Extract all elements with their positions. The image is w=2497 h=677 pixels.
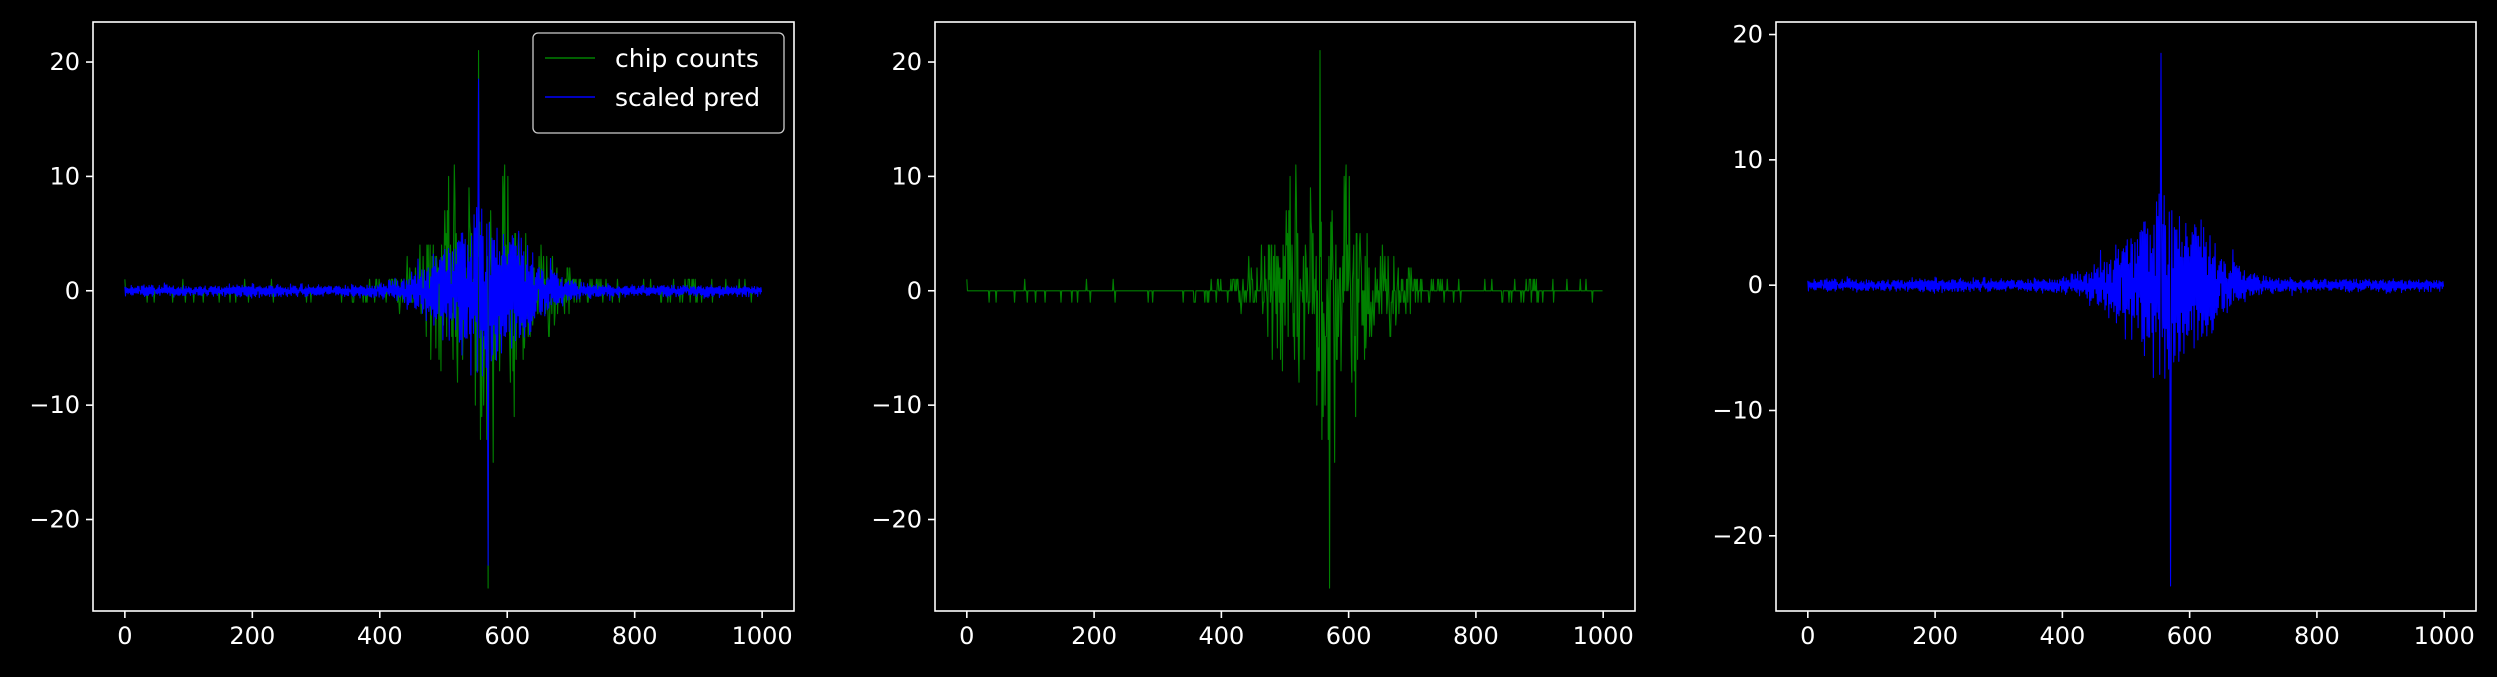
y-tick-label: 0 xyxy=(65,277,80,305)
y-tick-label: 20 xyxy=(891,48,922,76)
chart-panel-left: 0 200 400 600 800 1000 −20 −10 0 10 20 chip counts… xyxy=(29,21,795,650)
x-tick-label: 400 xyxy=(2039,622,2085,650)
tick-marks: 0 200 400 600 800 1000 −20 −10 0 10 20 xyxy=(871,48,1633,650)
series-layer xyxy=(966,50,1603,589)
y-tick-label: 10 xyxy=(891,162,922,190)
y-tick-label: 0 xyxy=(1748,271,1763,299)
y-tick-label: 20 xyxy=(1732,21,1763,49)
y-tick-label: 10 xyxy=(49,162,80,190)
x-tick-label: 800 xyxy=(1453,622,1499,650)
axes-frame xyxy=(1775,21,2477,612)
y-tick-label: 20 xyxy=(49,48,80,76)
tick-marks: 0 200 400 600 800 1000 −20 −10 0 10 20 xyxy=(29,48,792,650)
x-tick-label: 200 xyxy=(229,622,275,650)
series-layer xyxy=(124,50,763,589)
y-tick-label: −20 xyxy=(29,506,80,534)
series-layer xyxy=(1807,52,2445,587)
legend-label: chip counts xyxy=(615,44,759,73)
legend-label: scaled pred xyxy=(615,83,760,112)
x-tick-label: 600 xyxy=(1326,622,1372,650)
x-tick-label: 0 xyxy=(1800,622,1815,650)
x-tick-label: 200 xyxy=(1071,622,1117,650)
x-tick-label: 600 xyxy=(484,622,530,650)
x-tick-label: 1000 xyxy=(1573,622,1634,650)
x-tick-label: 1000 xyxy=(2414,622,2475,650)
y-tick-label: 0 xyxy=(907,277,922,305)
series-line-scaled-pred xyxy=(124,78,763,566)
x-tick-label: 0 xyxy=(117,622,132,650)
y-tick-label: −10 xyxy=(1712,396,1763,424)
x-tick-label: 0 xyxy=(959,622,974,650)
x-tick-label: 800 xyxy=(612,622,658,650)
x-tick-label: 1000 xyxy=(732,622,793,650)
chart-panel-middle: 0 200 400 600 800 1000 −20 −10 0 10 20 xyxy=(871,21,1636,650)
x-tick-label: 600 xyxy=(2167,622,2213,650)
x-tick-label: 400 xyxy=(357,622,403,650)
x-tick-label: 200 xyxy=(1912,622,1958,650)
axes-frame xyxy=(92,21,795,612)
series-line-chip-counts xyxy=(966,50,1603,589)
y-tick-label: −10 xyxy=(871,391,922,419)
y-tick-label: −20 xyxy=(1712,522,1763,550)
axes-frame xyxy=(934,21,1636,612)
y-tick-label: 10 xyxy=(1732,146,1763,174)
tick-marks: 0 200 400 600 800 1000 −20 −10 0 10 20 xyxy=(1712,21,2474,650)
x-tick-label: 800 xyxy=(2294,622,2340,650)
chart-panel-right: 0 200 400 600 800 1000 −20 −10 0 10 20 xyxy=(1712,21,2477,650)
y-tick-label: −10 xyxy=(29,391,80,419)
y-tick-label: −20 xyxy=(871,506,922,534)
series-line-scaled-pred xyxy=(1807,52,2445,587)
x-tick-label: 400 xyxy=(1198,622,1244,650)
legend-box xyxy=(532,32,785,134)
legend: chip counts scaled pred xyxy=(532,32,785,134)
